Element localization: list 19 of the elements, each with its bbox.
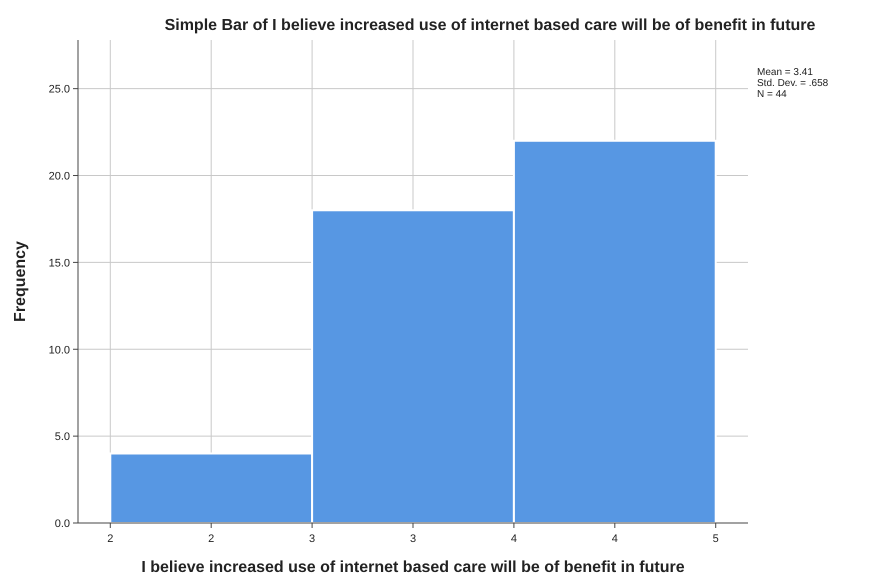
text: N = 44: [757, 89, 788, 100]
x-tick-label: 3: [410, 533, 416, 545]
y-tick-label: 10.0: [48, 344, 70, 356]
chart-title: Simple Bar of I believe increased use of internet based care will be of benefit in future: [164, 17, 816, 34]
y-tick-label: 5.0: [54, 431, 70, 444]
x-tick-label: 2: [107, 533, 114, 545]
y-tick-label: 15.0: [48, 257, 70, 270]
text: Mean = 3.41: [757, 67, 814, 78]
text: Std. Dev. = .658: [757, 78, 829, 89]
y-tick-label: 0.0: [54, 518, 70, 530]
y-tick-label: 25.0: [48, 84, 70, 96]
y-tick-label: 20.0: [48, 170, 70, 183]
x-tick-label: 3: [309, 533, 316, 545]
x-tick-label: 4: [510, 533, 517, 545]
x-tick-label: 2: [208, 533, 214, 545]
x-axis-title: I believe increased use of internet based care will be of benefit in future: [141, 559, 685, 576]
x-tick-label: 5: [712, 533, 719, 545]
y-axis-title: Frequency: [12, 240, 29, 322]
x-tick-label: 4: [612, 533, 618, 545]
